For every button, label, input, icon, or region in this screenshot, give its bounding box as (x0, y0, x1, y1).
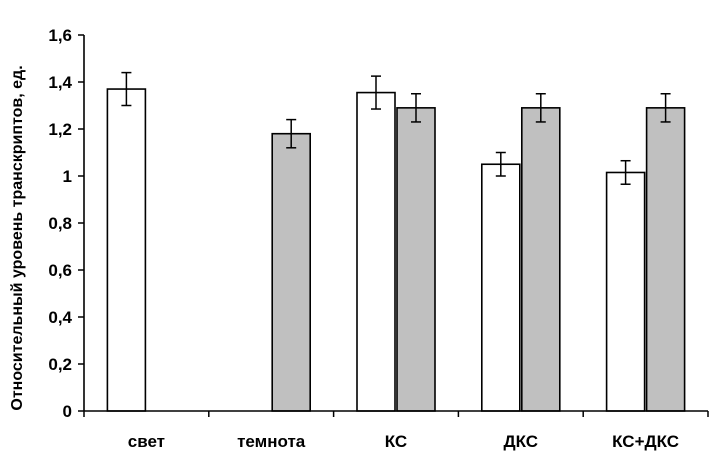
bars (106, 71, 686, 412)
y-tick-label: 1,4 (48, 73, 72, 92)
y-tick-label: 0,2 (48, 355, 72, 374)
bar (520, 107, 561, 412)
y-axis-title: Относительный уровень транскриптов, ед. (9, 65, 26, 410)
x-axis-categories: свет темнота КС ДКС КС+ДКС (128, 432, 679, 451)
x-category-label: КС+ДКС (612, 432, 679, 451)
y-tick-label: 0 (63, 402, 72, 421)
bar (106, 88, 147, 412)
y-tick-label: 1 (63, 167, 72, 186)
y-axis-ticks: 0 0,2 0,4 0,6 0,8 1 1,2 1,4 1,6 (48, 26, 84, 421)
bar (605, 171, 646, 412)
y-tick-label: 0,4 (48, 308, 72, 327)
y-tick-label: 1,6 (48, 26, 72, 45)
bar (480, 163, 521, 412)
bar (396, 107, 436, 412)
bar (645, 107, 686, 412)
x-category-label: темнота (237, 432, 306, 451)
x-category-label: ДКС (504, 432, 539, 451)
x-category-label: свет (128, 432, 165, 451)
x-category-label: КС (385, 432, 407, 451)
y-tick-label: 1,2 (48, 120, 72, 139)
y-tick-label: 0,6 (48, 261, 72, 280)
y-tick-label: 0,8 (48, 214, 72, 233)
bar (356, 91, 396, 412)
axes (83, 35, 709, 417)
bar (271, 132, 312, 412)
